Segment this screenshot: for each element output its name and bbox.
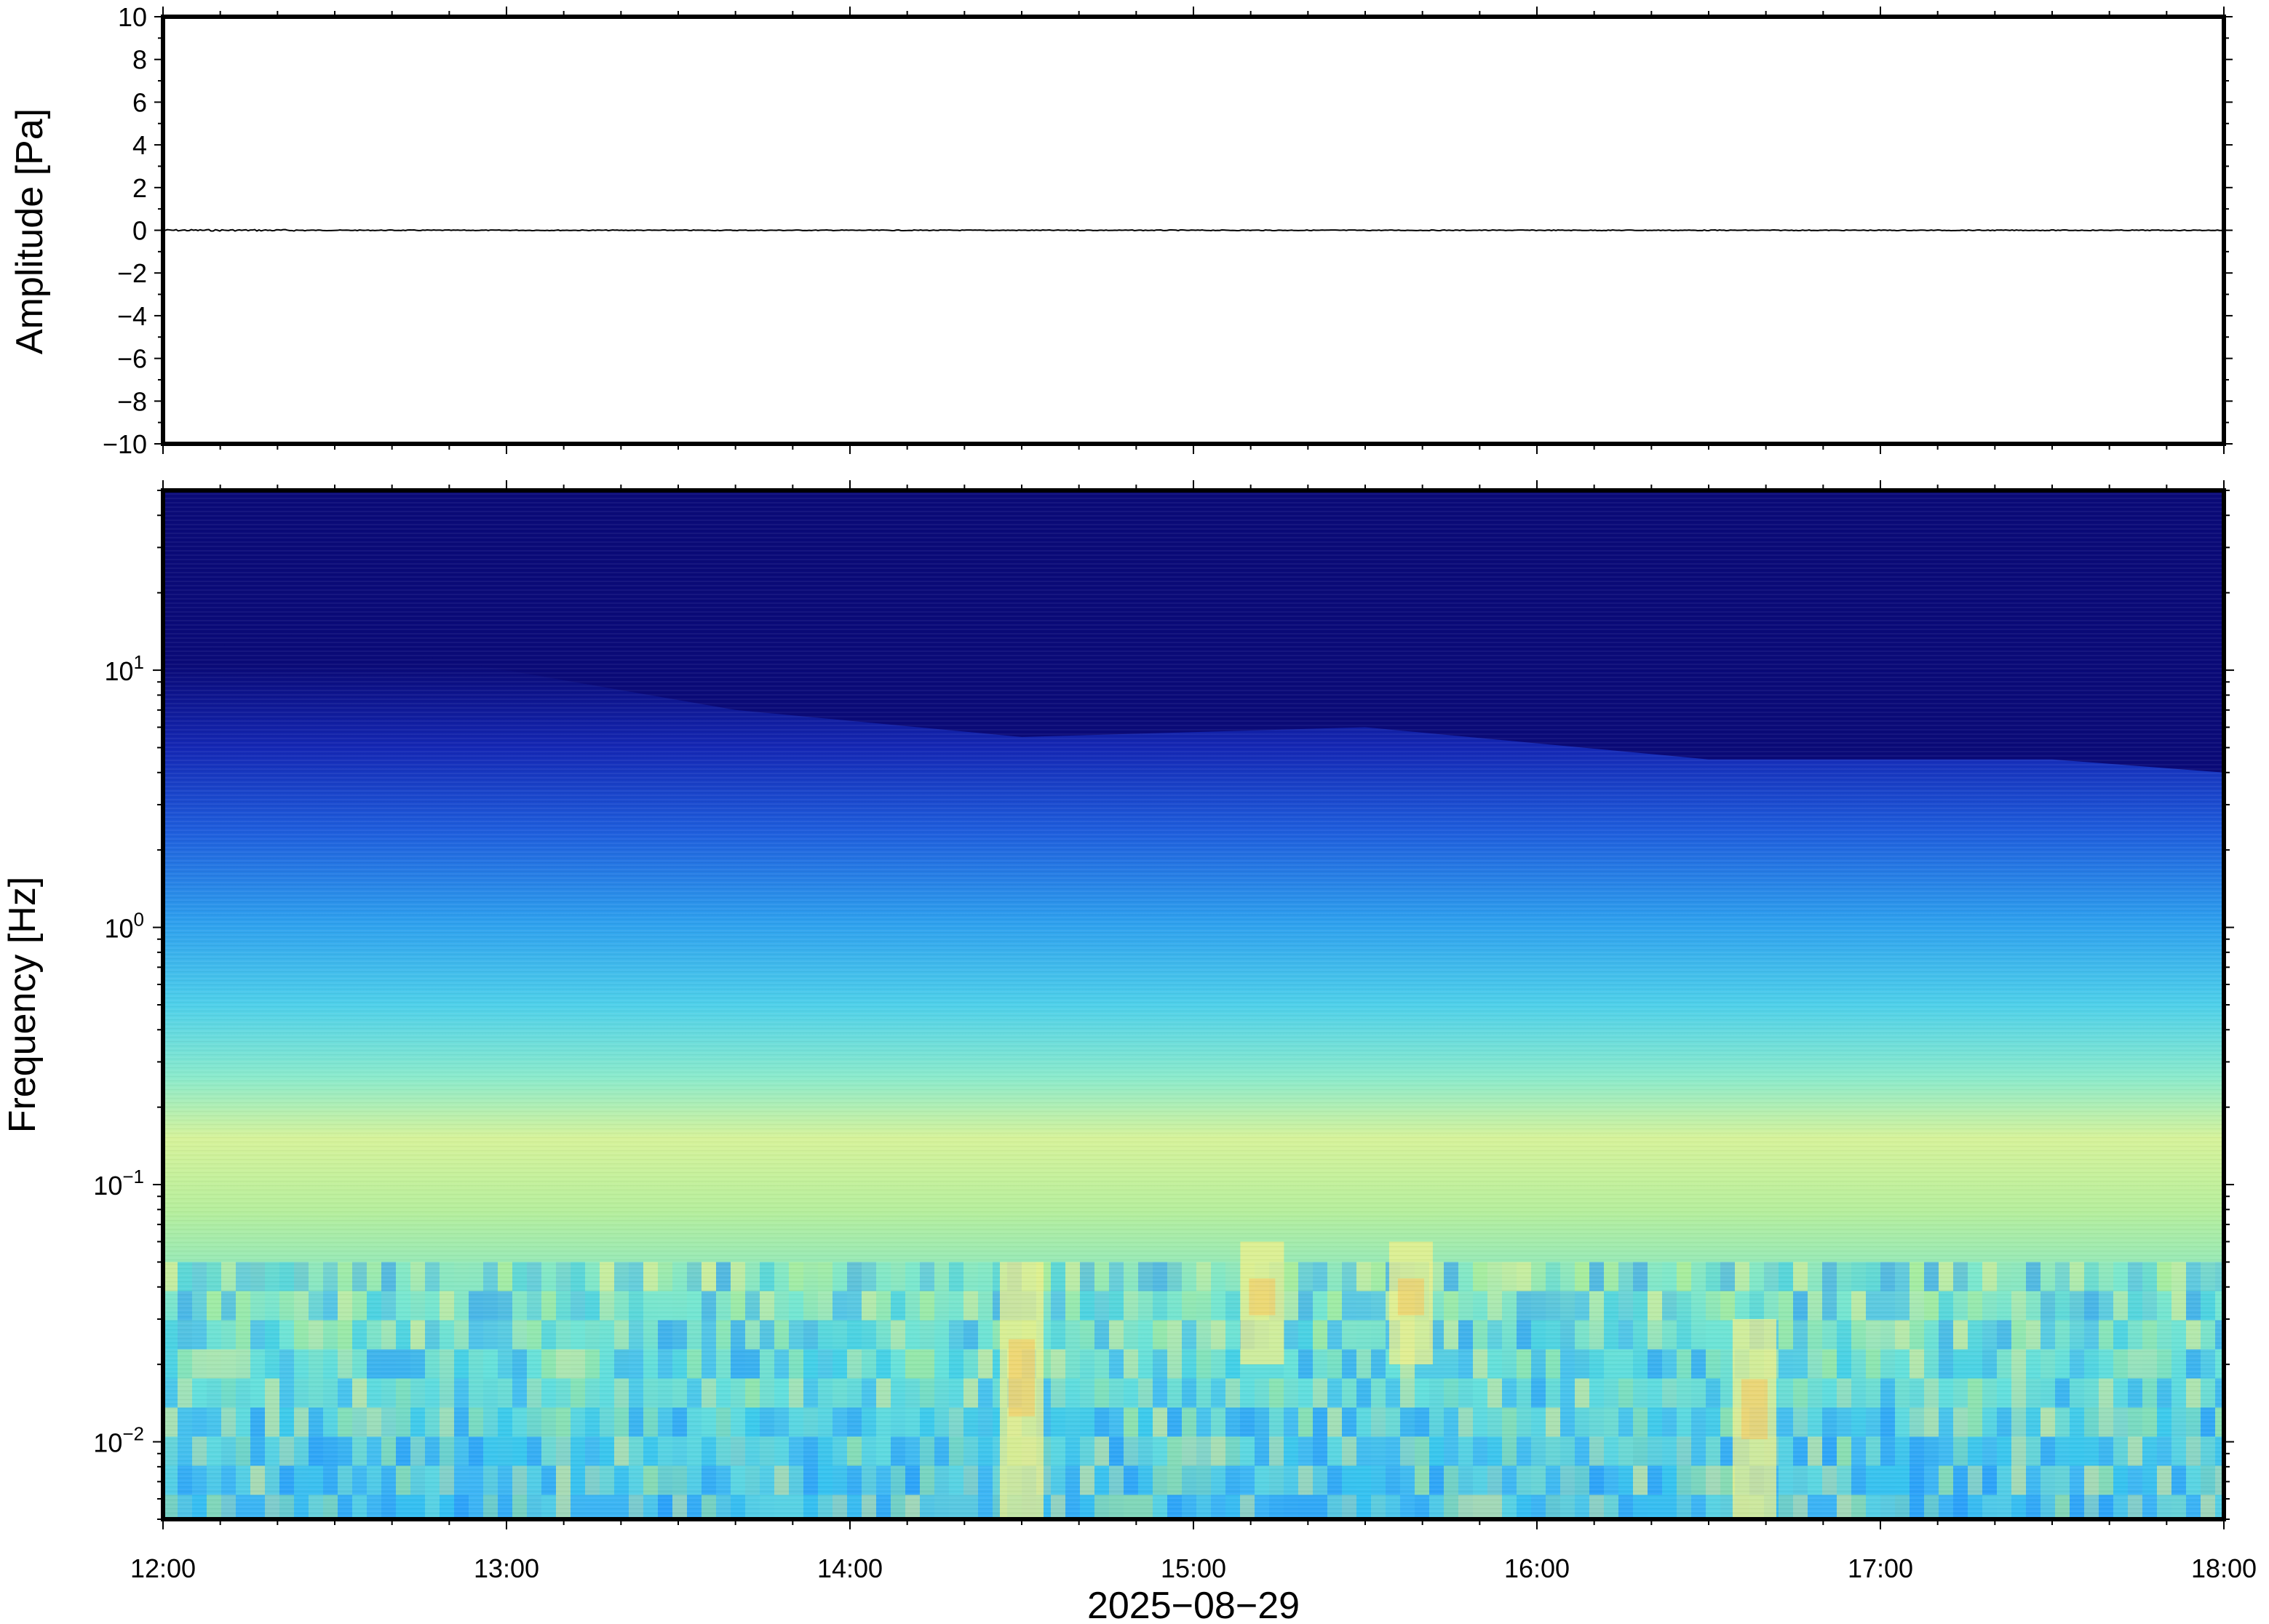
spectrogram-x-tick-label: 15:00 xyxy=(1161,1553,1226,1583)
spectrogram-x-tick-label: 12:00 xyxy=(130,1553,196,1583)
waveform-y-tick-label: 0 xyxy=(132,216,147,246)
waveform-y-axis-label: Amplitude [Pa] xyxy=(9,108,51,354)
waveform-y-tick-label: −4 xyxy=(117,301,147,331)
waveform-y-tick-label: −6 xyxy=(117,344,147,374)
waveform-y-tick-label: 2 xyxy=(132,173,147,203)
spectrogram-x-tick-label: 14:00 xyxy=(817,1553,883,1583)
waveform-trace xyxy=(163,228,2224,232)
spectrogram-texture xyxy=(163,490,2224,1519)
spectrogram-x-tick-label: 17:00 xyxy=(1848,1553,1913,1583)
spectrogram-panel: 101 100 10−1 10−2 12:00 13:00 14:00 15:00 16:00… xyxy=(1,480,2257,1624)
waveform-y-tick-label: 10 xyxy=(118,2,147,32)
waveform-y-tick-label: 4 xyxy=(132,130,147,160)
spectrogram-x-tick-label: 13:00 xyxy=(474,1553,539,1583)
waveform-y-tick-label: −2 xyxy=(117,258,147,288)
spectrogram-y-tick-label: 10−1 xyxy=(93,1166,144,1201)
waveform-panel: 10 8 6 4 2 0 −2 −4 −6 −8 −10 Amplitude [Pa] xyxy=(9,2,2233,459)
spectrogram-y-tick-label: 100 xyxy=(104,909,144,944)
waveform-y-tick-label: 6 xyxy=(132,87,147,117)
waveform-y-tick-label: 8 xyxy=(132,45,147,75)
waveform-plot-frame xyxy=(161,15,2226,446)
spectrogram-x-tick-label: 16:00 xyxy=(1504,1553,1570,1583)
spectrogram-plot-frame xyxy=(161,488,2226,1521)
spectrogram-y-tick-label: 10−2 xyxy=(93,1423,144,1458)
spectrogram-x-tick-label: 18:00 xyxy=(2191,1553,2257,1583)
waveform-y-tick-label: −8 xyxy=(117,386,147,416)
waveform-y-tick-label: −10 xyxy=(103,429,147,459)
spectrogram-y-axis-label: Frequency [Hz] xyxy=(1,877,44,1134)
spectrogram-y-tick-label: 101 xyxy=(104,651,144,686)
spectrogram-x-axis-label: 2025−08−29 xyxy=(1087,1585,1300,1624)
